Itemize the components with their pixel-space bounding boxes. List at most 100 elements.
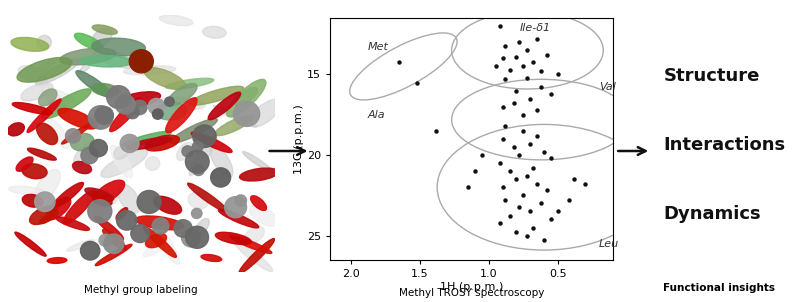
Circle shape xyxy=(211,168,231,187)
Ellipse shape xyxy=(92,38,146,56)
Circle shape xyxy=(193,164,205,175)
Ellipse shape xyxy=(142,241,166,257)
Ellipse shape xyxy=(177,142,193,160)
Circle shape xyxy=(80,241,100,260)
Ellipse shape xyxy=(110,98,142,132)
Ellipse shape xyxy=(212,168,227,178)
Circle shape xyxy=(88,106,113,129)
Text: Ile-δ1: Ile-δ1 xyxy=(520,23,551,33)
Ellipse shape xyxy=(146,157,160,170)
Ellipse shape xyxy=(251,196,267,210)
Ellipse shape xyxy=(158,97,205,110)
Ellipse shape xyxy=(92,83,119,96)
Circle shape xyxy=(233,101,259,127)
Ellipse shape xyxy=(63,190,96,224)
Circle shape xyxy=(107,86,131,108)
Circle shape xyxy=(89,140,107,157)
Ellipse shape xyxy=(191,132,232,153)
Ellipse shape xyxy=(74,144,94,166)
Ellipse shape xyxy=(103,229,126,249)
Text: Methyl group labeling: Methyl group labeling xyxy=(84,284,198,295)
Ellipse shape xyxy=(216,232,252,245)
Circle shape xyxy=(95,107,114,124)
Ellipse shape xyxy=(195,218,209,236)
Ellipse shape xyxy=(61,123,92,144)
Ellipse shape xyxy=(37,35,52,49)
Ellipse shape xyxy=(218,209,259,228)
Ellipse shape xyxy=(22,194,43,207)
Ellipse shape xyxy=(16,157,33,171)
Ellipse shape xyxy=(203,26,226,38)
Circle shape xyxy=(131,225,150,243)
Ellipse shape xyxy=(27,99,61,133)
Ellipse shape xyxy=(11,37,49,51)
Ellipse shape xyxy=(229,236,271,253)
Ellipse shape xyxy=(116,92,161,108)
Ellipse shape xyxy=(244,227,264,243)
Ellipse shape xyxy=(95,216,123,240)
Ellipse shape xyxy=(143,227,177,257)
Ellipse shape xyxy=(235,242,273,272)
Ellipse shape xyxy=(144,67,185,89)
Ellipse shape xyxy=(29,206,57,224)
Ellipse shape xyxy=(80,62,92,73)
Text: Dynamics: Dynamics xyxy=(663,205,761,223)
Ellipse shape xyxy=(114,146,128,159)
Ellipse shape xyxy=(243,152,273,172)
Ellipse shape xyxy=(85,188,114,201)
Ellipse shape xyxy=(250,99,281,127)
Ellipse shape xyxy=(94,50,137,68)
Text: Interactions: Interactions xyxy=(663,136,786,154)
Circle shape xyxy=(185,150,209,173)
Circle shape xyxy=(165,97,174,106)
Ellipse shape xyxy=(118,184,140,213)
Text: Val: Val xyxy=(599,82,616,92)
Ellipse shape xyxy=(21,83,53,101)
Ellipse shape xyxy=(87,190,118,207)
Ellipse shape xyxy=(38,89,57,106)
Text: Methyl TROSY spectroscopy: Methyl TROSY spectroscopy xyxy=(399,288,544,297)
Circle shape xyxy=(99,234,111,246)
Circle shape xyxy=(181,229,201,247)
Ellipse shape xyxy=(123,131,171,146)
Circle shape xyxy=(88,200,111,223)
Ellipse shape xyxy=(44,88,76,102)
Ellipse shape xyxy=(239,239,275,273)
Text: Structure: Structure xyxy=(663,67,760,85)
Ellipse shape xyxy=(8,123,25,136)
Circle shape xyxy=(193,125,216,147)
Ellipse shape xyxy=(15,232,46,256)
Ellipse shape xyxy=(101,149,147,178)
Circle shape xyxy=(132,100,147,115)
Circle shape xyxy=(129,50,154,73)
Circle shape xyxy=(153,109,163,119)
Ellipse shape xyxy=(18,66,47,83)
Ellipse shape xyxy=(201,255,221,262)
Ellipse shape xyxy=(154,196,181,214)
Ellipse shape xyxy=(123,66,176,75)
Ellipse shape xyxy=(127,137,172,149)
Ellipse shape xyxy=(17,57,72,82)
Ellipse shape xyxy=(47,258,67,263)
Ellipse shape xyxy=(166,98,197,133)
Circle shape xyxy=(224,197,247,218)
Ellipse shape xyxy=(28,148,57,160)
Ellipse shape xyxy=(28,60,55,80)
Circle shape xyxy=(174,220,192,237)
Ellipse shape xyxy=(170,119,217,143)
Ellipse shape xyxy=(155,102,187,120)
Ellipse shape xyxy=(146,233,166,248)
Ellipse shape xyxy=(80,55,132,67)
Ellipse shape xyxy=(194,142,213,152)
Ellipse shape xyxy=(189,86,244,105)
Ellipse shape xyxy=(249,205,278,226)
Text: Met: Met xyxy=(368,42,388,52)
Ellipse shape xyxy=(74,33,103,50)
Ellipse shape xyxy=(92,25,117,34)
Ellipse shape xyxy=(58,108,97,129)
Ellipse shape xyxy=(188,183,228,213)
Ellipse shape xyxy=(210,145,233,177)
Circle shape xyxy=(235,195,247,206)
Ellipse shape xyxy=(22,164,47,179)
Ellipse shape xyxy=(60,48,116,65)
